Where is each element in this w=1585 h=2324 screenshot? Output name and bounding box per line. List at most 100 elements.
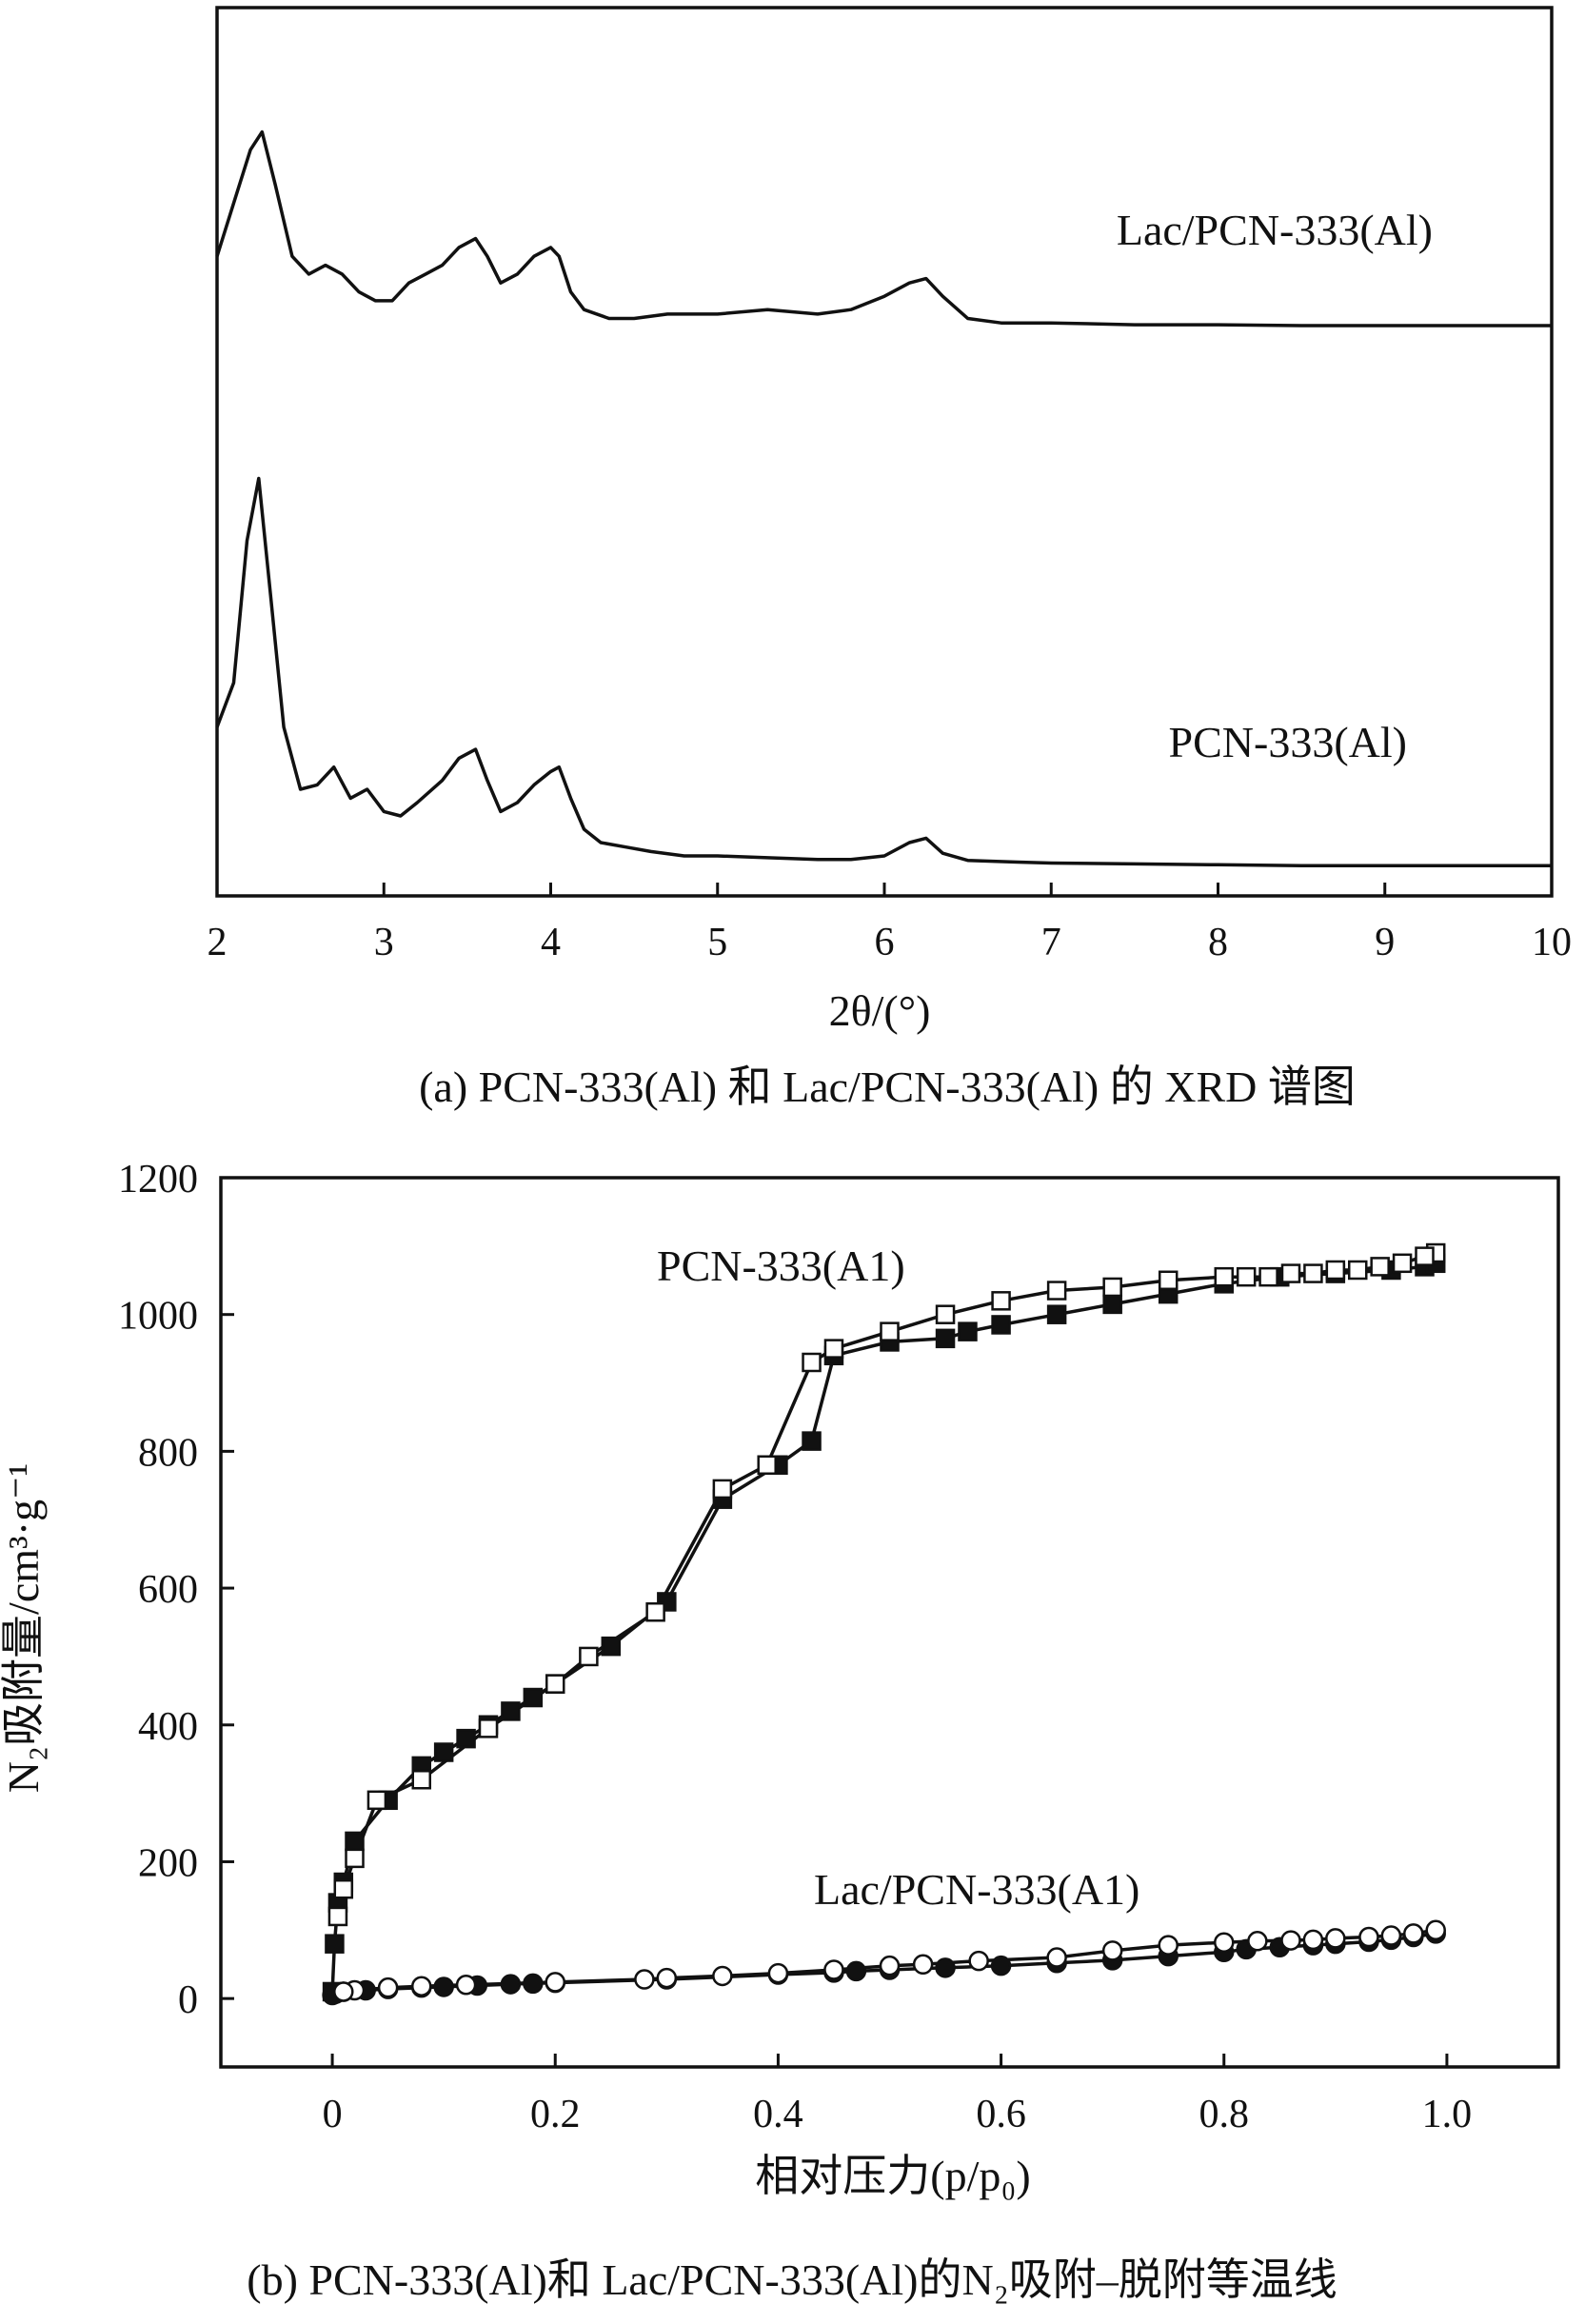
isotherm-point-pcn-desorption bbox=[880, 1321, 900, 1341]
isotherm-x-tick-label: 0.2 bbox=[530, 2093, 581, 2136]
xrd-label-lac: Lac/PCN-333(Al) bbox=[1117, 206, 1433, 254]
isotherm-label-pcn: PCN-333(A1) bbox=[657, 1241, 905, 1290]
isotherm-point-pcn-desorption bbox=[1325, 1260, 1346, 1281]
isotherm-point-pcn-desorption bbox=[1102, 1277, 1122, 1298]
isotherm-point-pcn-desorption bbox=[1214, 1266, 1234, 1287]
isotherm-point-pcn-desorption bbox=[1392, 1253, 1413, 1274]
isotherm-point-pcn-desorption bbox=[935, 1304, 956, 1324]
xrd-x-tick-label: 4 bbox=[541, 921, 561, 964]
xrd-x-axis: 2 3 4 5 6 7 8 9 10 bbox=[208, 883, 1572, 964]
isotherm-point-lac-desorption bbox=[1214, 1932, 1235, 1953]
isotherm-y-tick-label: 1200 bbox=[118, 1158, 198, 1202]
xrd-x-tick-label: 6 bbox=[875, 921, 895, 964]
isotherm-point-lac-adsorption bbox=[935, 1957, 956, 1978]
isotherm-point-pcn-adsorption bbox=[991, 1315, 1011, 1335]
isotherm-point-lac-desorption bbox=[411, 1976, 432, 1996]
isotherm-point-lac-desorption bbox=[1280, 1930, 1301, 1951]
isotherm-point-pcn-adsorption bbox=[456, 1728, 476, 1749]
isotherm-point-pcn-adsorption bbox=[935, 1328, 956, 1349]
isotherm-point-pcn-desorption bbox=[757, 1455, 777, 1476]
isotherm-point-pcn-desorption bbox=[645, 1601, 665, 1622]
isotherm-y-tick-label: 200 bbox=[138, 1841, 198, 1885]
isotherm-point-lac-desorption bbox=[1358, 1926, 1379, 1948]
isotherm-y-tick-label: 0 bbox=[178, 1978, 198, 2022]
isotherm-point-pcn-desorption bbox=[1158, 1270, 1179, 1291]
isotherm-x-tick-label: 0.8 bbox=[1199, 2093, 1250, 2136]
isotherm-point-lac-adsorption bbox=[990, 1955, 1012, 1976]
isotherm-point-lac-desorption bbox=[455, 1975, 477, 1996]
isotherm-point-lac-desorption bbox=[823, 1959, 844, 1980]
xrd-x-tick-label: 3 bbox=[374, 921, 394, 964]
isotherm-point-lac-adsorption bbox=[500, 1974, 522, 1995]
isotherm-point-lac-adsorption bbox=[845, 1960, 867, 1982]
isotherm-y-tick-label: 400 bbox=[138, 1705, 198, 1749]
isotherm-point-pcn-desorption bbox=[1303, 1263, 1323, 1283]
isotherm-point-lac-desorption bbox=[377, 1976, 399, 1998]
isotherm-point-lac-desorption bbox=[1403, 1923, 1424, 1944]
isotherm-point-pcn-adsorption bbox=[958, 1321, 978, 1341]
isotherm-point-pcn-desorption bbox=[1236, 1266, 1257, 1287]
isotherm-point-lac-desorption bbox=[1247, 1931, 1268, 1952]
isotherm-y-tick-label: 1000 bbox=[118, 1295, 198, 1339]
isotherm-point-lac-desorption bbox=[1325, 1928, 1346, 1949]
isotherm-point-pcn-desorption bbox=[712, 1479, 733, 1500]
isotherm-point-lac-desorption bbox=[333, 1981, 354, 2002]
isotherm-point-pcn-desorption bbox=[1415, 1246, 1435, 1266]
caption-a: (a) PCN-333(Al) 和 Lac/PCN-333(Al) 的 XRD … bbox=[419, 1063, 1356, 1111]
caption-b: (b) PCN-333(Al)和 Lac/PCN-333(Al)的N₂吸附–脱附… bbox=[247, 2255, 1337, 2304]
isotherm-panel: 0 0.2 0.4 0.6 0.8 1.0 0 200 400 600 800 1000 1200 PC… bbox=[0, 1158, 1560, 2304]
isotherm-x-axis-title: 相对压力(p/p₀) bbox=[755, 2152, 1030, 2200]
xrd-x-tick-label: 2 bbox=[208, 921, 228, 964]
isotherm-point-pcn-adsorption bbox=[501, 1701, 521, 1721]
isotherm-y-axis-title: N₂吸附量/cm³·g⁻¹ bbox=[0, 1463, 48, 1793]
xrd-label-pcn: PCN-333(Al) bbox=[1169, 718, 1407, 766]
isotherm-x-tick-label: 0.6 bbox=[976, 2093, 1026, 2136]
isotherm-point-lac-desorption bbox=[1425, 1919, 1446, 1941]
isotherm-point-pcn-adsorption bbox=[523, 1687, 544, 1708]
isotherm-point-pcn-adsorption bbox=[1102, 1294, 1122, 1315]
isotherm-axes: 0 0.2 0.4 0.6 0.8 1.0 0 200 400 600 800 1000 1200 bbox=[118, 1158, 1472, 2136]
isotherm-point-pcn-adsorption bbox=[802, 1431, 822, 1451]
isotherm-point-pcn-desorption bbox=[1046, 1281, 1067, 1301]
isotherm-x-tick-label: 0 bbox=[323, 2093, 343, 2136]
xrd-x-axis-title: 2θ/(°) bbox=[829, 986, 931, 1035]
isotherm-point-pcn-desorption bbox=[1348, 1260, 1368, 1281]
isotherm-x-tick-label: 1.0 bbox=[1422, 2093, 1473, 2136]
xrd-x-tick-label: 7 bbox=[1041, 921, 1061, 964]
isotherm-point-pcn-desorption bbox=[802, 1352, 822, 1373]
xrd-x-tick-label: 5 bbox=[707, 921, 727, 964]
isotherm-point-pcn-desorption bbox=[333, 1878, 354, 1899]
xrd-panel: 2 3 4 5 6 7 8 9 10 Lac/PCN-333(Al) PCN-333(Al) 2… bbox=[208, 6, 1572, 1111]
isotherm-point-pcn-desorption bbox=[1280, 1263, 1301, 1283]
isotherm-point-pcn-desorption bbox=[991, 1291, 1011, 1311]
isotherm-point-pcn-adsorption bbox=[1046, 1304, 1067, 1324]
isotherm-point-pcn-desorption bbox=[345, 1848, 365, 1869]
xrd-x-tick-label: 9 bbox=[1375, 921, 1395, 964]
isotherm-point-lac-desorption bbox=[634, 1969, 655, 1990]
isotherm-point-pcn-desorption bbox=[823, 1339, 844, 1359]
isotherm-point-lac-desorption bbox=[912, 1954, 934, 1975]
isotherm-point-pcn-desorption bbox=[579, 1646, 599, 1667]
isotherm-point-pcn-desorption bbox=[478, 1718, 499, 1738]
xrd-x-tick-label: 10 bbox=[1532, 921, 1572, 964]
isotherm-point-lac-desorption bbox=[1101, 1940, 1123, 1961]
isotherm-point-lac-desorption bbox=[879, 1955, 901, 1976]
isotherm-plot-frame bbox=[219, 1176, 1560, 2069]
isotherm-point-lac-desorption bbox=[656, 1967, 678, 1989]
isotherm-point-pcn-adsorption bbox=[601, 1636, 622, 1657]
isotherm-point-lac-desorption bbox=[767, 1962, 789, 1984]
isotherm-point-pcn-desorption bbox=[367, 1790, 387, 1811]
isotherm-point-pcn-desorption bbox=[1370, 1257, 1390, 1277]
isotherm-y-tick-label: 600 bbox=[138, 1568, 198, 1612]
isotherm-y-tick-label: 800 bbox=[138, 1431, 198, 1475]
isotherm-point-pcn-adsorption bbox=[345, 1831, 365, 1852]
isotherm-point-lac-desorption bbox=[1046, 1947, 1067, 1968]
isotherm-point-lac-desorption bbox=[545, 1972, 565, 1993]
xrd-line-pcn bbox=[215, 476, 1552, 868]
isotherm-point-lac-desorption bbox=[1302, 1929, 1324, 1951]
isotherm-point-pcn-adsorption bbox=[325, 1934, 345, 1954]
isotherm-point-pcn-desorption bbox=[327, 1906, 348, 1927]
isotherm-point-lac-desorption bbox=[712, 1965, 733, 1987]
isotherm-point-pcn-desorption bbox=[411, 1769, 431, 1790]
